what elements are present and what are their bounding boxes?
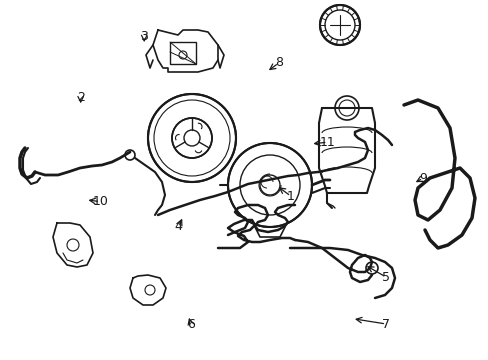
Text: 11: 11 [319,136,335,149]
Circle shape [172,118,212,158]
Circle shape [148,94,236,182]
Text: 10: 10 [92,195,108,208]
Text: 1: 1 [286,190,294,203]
Text: 8: 8 [274,57,282,69]
Text: 6: 6 [186,318,194,330]
Text: 2: 2 [77,91,84,104]
Text: 4: 4 [174,220,182,233]
Circle shape [319,5,359,45]
Text: 9: 9 [418,172,426,185]
Text: 3: 3 [140,30,148,42]
Text: 5: 5 [382,271,389,284]
Circle shape [227,143,311,227]
Text: 7: 7 [382,318,389,330]
